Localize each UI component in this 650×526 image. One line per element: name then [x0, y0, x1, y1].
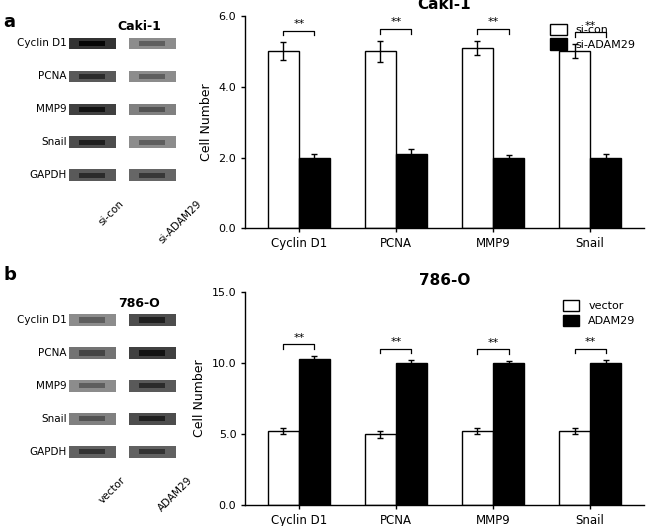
Text: a: a: [3, 13, 15, 31]
Bar: [79, 173, 105, 178]
Text: MMP9: MMP9: [36, 104, 66, 114]
Y-axis label: Cell Number: Cell Number: [193, 360, 206, 438]
Bar: [139, 140, 165, 145]
Bar: [79, 350, 105, 356]
Bar: [69, 70, 116, 82]
Bar: [268, 51, 299, 228]
Bar: [79, 383, 105, 389]
Title: 786-O: 786-O: [419, 274, 470, 288]
Bar: [129, 446, 176, 458]
Bar: [462, 48, 493, 228]
Text: Cyclin D1: Cyclin D1: [17, 315, 66, 325]
Text: Snail: Snail: [41, 137, 66, 147]
Text: si-ADAM29: si-ADAM29: [157, 199, 203, 246]
Text: **: **: [293, 19, 304, 29]
Bar: [129, 314, 176, 326]
Bar: [69, 347, 116, 359]
Text: **: **: [488, 338, 499, 348]
Text: PCNA: PCNA: [38, 348, 66, 358]
Bar: [69, 136, 116, 148]
Text: ADAM29: ADAM29: [157, 475, 195, 513]
Bar: [139, 107, 165, 112]
Bar: [139, 317, 165, 322]
Bar: [69, 314, 116, 326]
Bar: [299, 158, 330, 228]
Title: Caki-1: Caki-1: [417, 0, 471, 12]
Text: GAPDH: GAPDH: [29, 447, 66, 457]
Bar: [139, 350, 165, 356]
Bar: [493, 158, 524, 228]
Bar: [139, 74, 165, 79]
Bar: [69, 169, 116, 181]
Legend: si-con, si-ADAM29: si-con, si-ADAM29: [548, 22, 638, 52]
Bar: [129, 413, 176, 424]
Y-axis label: Cell Number: Cell Number: [200, 83, 213, 161]
Bar: [129, 104, 176, 115]
Bar: [69, 380, 116, 392]
Text: GAPDH: GAPDH: [29, 170, 66, 180]
Bar: [79, 317, 105, 322]
Bar: [129, 37, 176, 49]
Text: MMP9: MMP9: [36, 381, 66, 391]
Text: **: **: [390, 17, 402, 27]
Bar: [79, 74, 105, 79]
Bar: [69, 446, 116, 458]
Bar: [79, 140, 105, 145]
Text: vector: vector: [97, 475, 127, 505]
Bar: [69, 104, 116, 115]
Bar: [139, 416, 165, 421]
Bar: [365, 51, 396, 228]
Bar: [299, 359, 330, 505]
Text: **: **: [488, 17, 499, 27]
Bar: [493, 363, 524, 505]
Bar: [129, 380, 176, 392]
Bar: [69, 413, 116, 424]
Bar: [139, 449, 165, 454]
Legend: vector, ADAM29: vector, ADAM29: [560, 298, 638, 329]
Bar: [139, 383, 165, 389]
Bar: [69, 37, 116, 49]
Bar: [396, 363, 427, 505]
Bar: [129, 136, 176, 148]
Bar: [559, 51, 590, 228]
Bar: [129, 347, 176, 359]
Bar: [365, 434, 396, 505]
Text: **: **: [293, 332, 304, 342]
Bar: [139, 173, 165, 178]
Bar: [79, 41, 105, 46]
Bar: [79, 449, 105, 454]
Text: Snail: Snail: [41, 414, 66, 424]
Bar: [268, 431, 299, 505]
Text: si-con: si-con: [97, 199, 125, 228]
Text: Caki-1: Caki-1: [118, 20, 161, 33]
Bar: [79, 107, 105, 112]
Bar: [396, 154, 427, 228]
Text: Cyclin D1: Cyclin D1: [17, 38, 66, 48]
Bar: [590, 158, 621, 228]
Bar: [462, 431, 493, 505]
Text: **: **: [390, 337, 402, 347]
Text: 786-O: 786-O: [118, 297, 161, 309]
Bar: [79, 416, 105, 421]
Text: **: **: [584, 337, 595, 347]
Bar: [129, 70, 176, 82]
Bar: [590, 363, 621, 505]
Text: b: b: [3, 266, 16, 284]
Text: PCNA: PCNA: [38, 72, 66, 82]
Bar: [559, 431, 590, 505]
Text: **: **: [584, 21, 595, 31]
Bar: [139, 41, 165, 46]
Bar: [129, 169, 176, 181]
